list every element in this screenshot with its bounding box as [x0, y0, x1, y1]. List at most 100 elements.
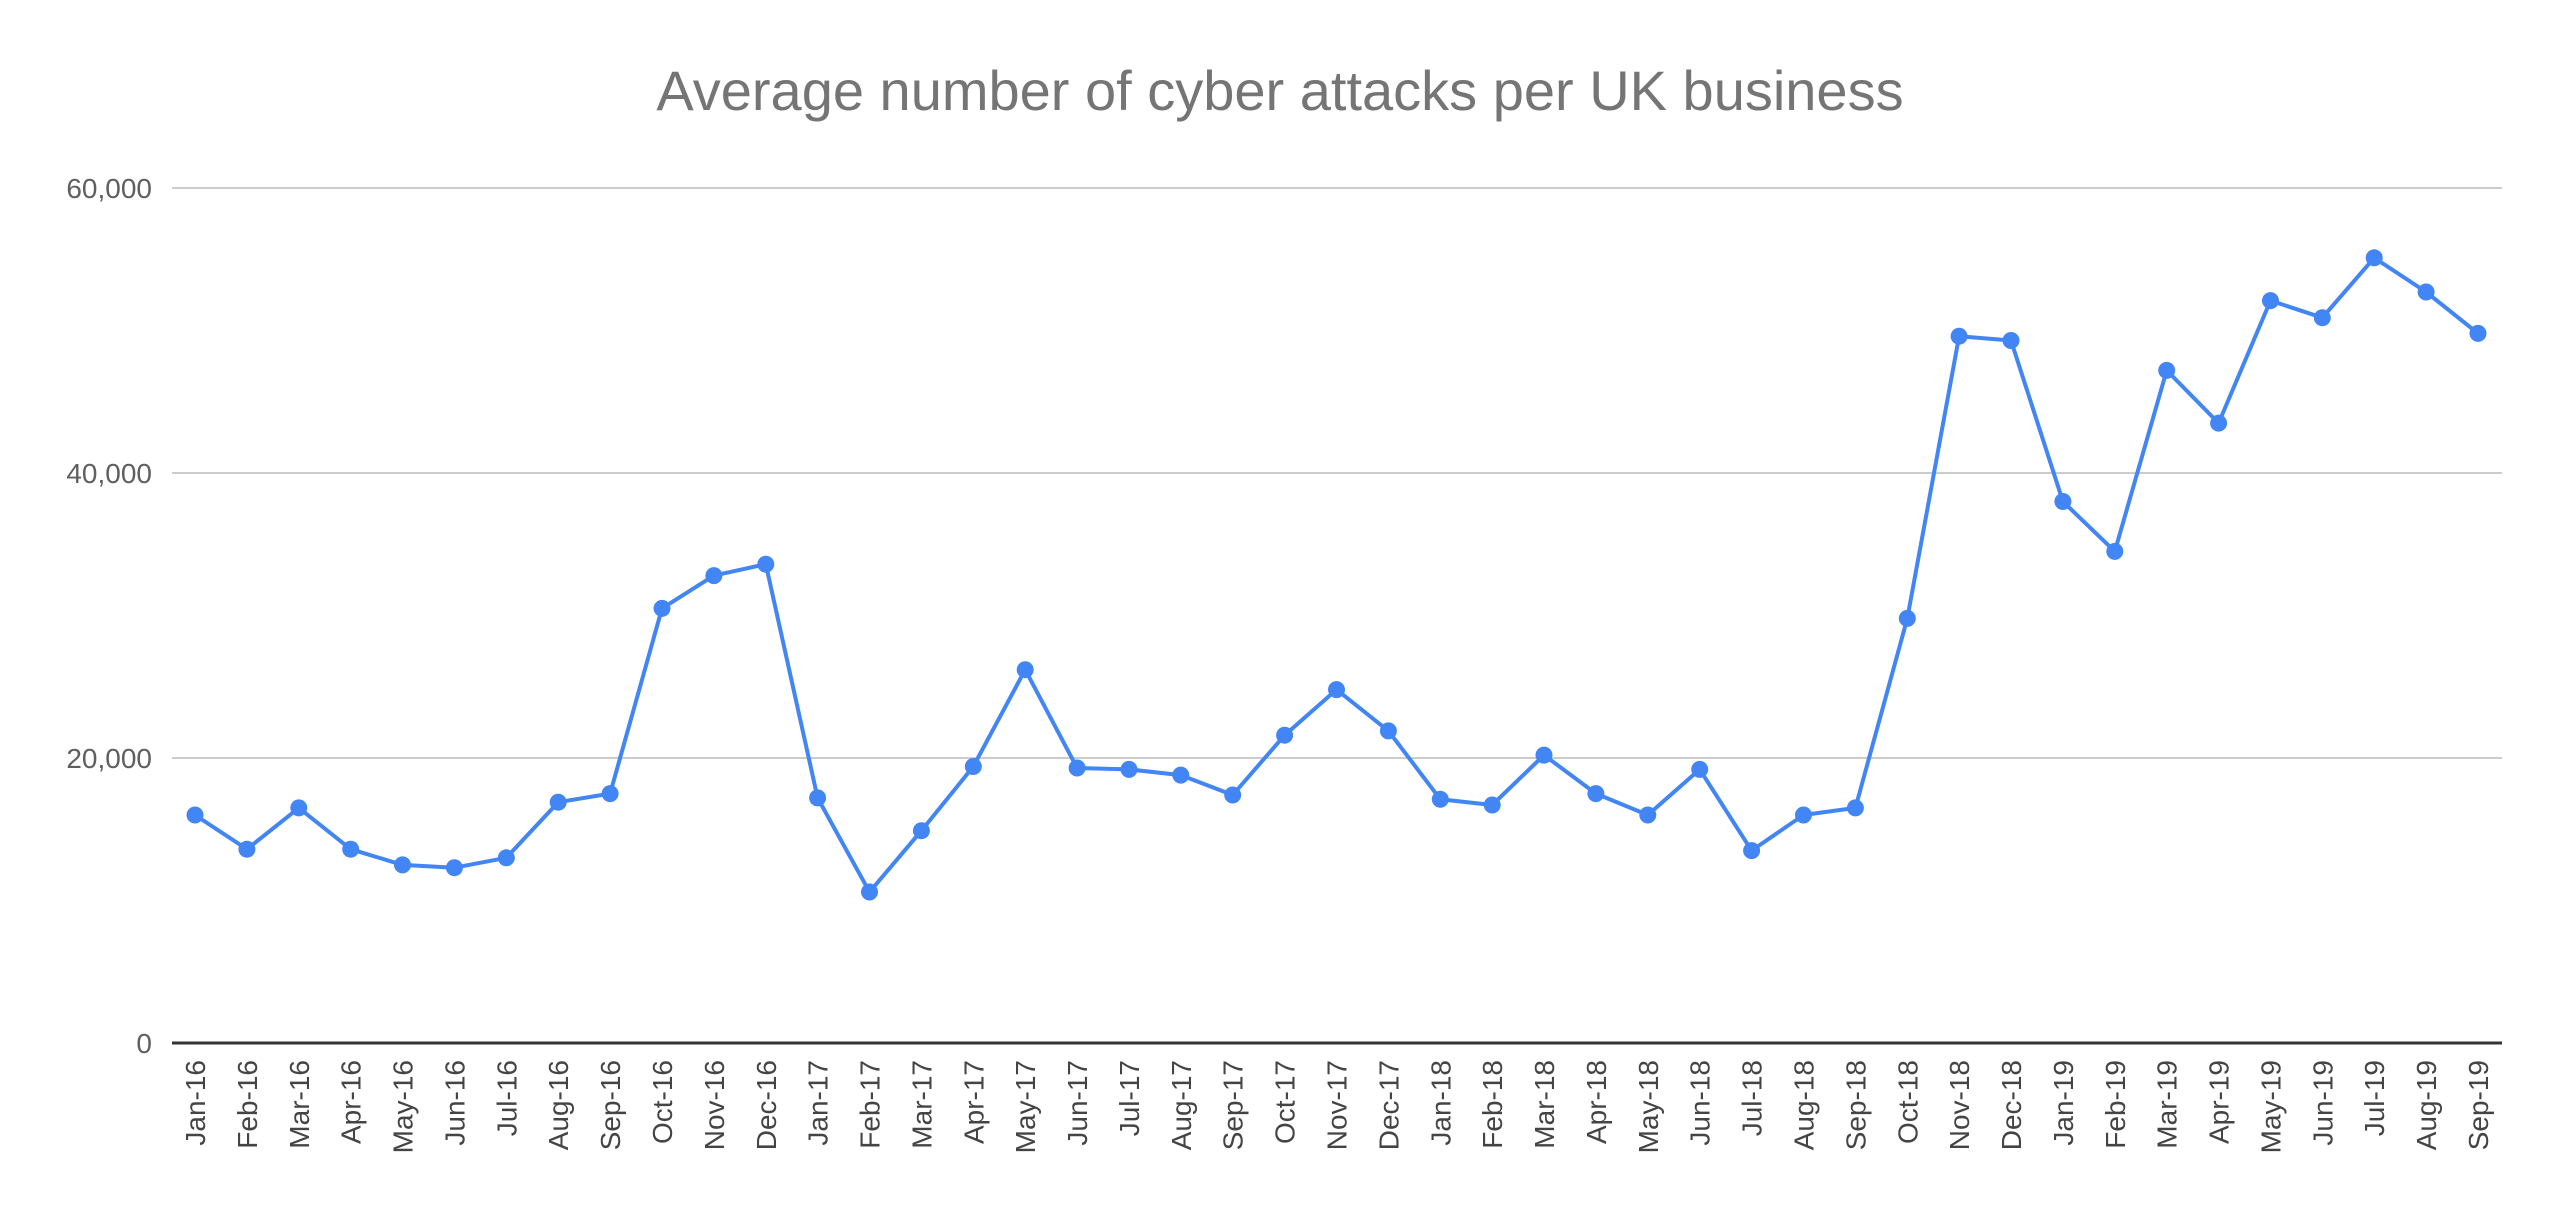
data-point — [1743, 842, 1761, 860]
series-layer — [186, 249, 2487, 901]
x-tick-label: Sep-16 — [595, 1060, 626, 1150]
data-point — [2210, 414, 2228, 432]
data-point — [1120, 760, 1138, 778]
x-tick-label: Feb-19 — [2100, 1060, 2131, 1149]
x-tick-label: Oct-17 — [1270, 1060, 1301, 1144]
data-point — [1224, 786, 1242, 804]
data-point — [1172, 766, 1190, 784]
data-point — [2106, 542, 2124, 560]
x-tick-label: Apr-17 — [958, 1060, 989, 1144]
grid-lines — [172, 187, 2502, 1045]
x-tick-label: Jul-17 — [1114, 1060, 1145, 1136]
data-point — [964, 758, 982, 775]
x-tick-label: Jan-18 — [1425, 1060, 1456, 1146]
x-tick-label: Nov-17 — [1322, 1060, 1353, 1150]
data-point — [1950, 327, 1968, 345]
x-tick-label: Nov-18 — [1944, 1060, 1975, 1150]
y-tick-label: 60,000 — [66, 173, 152, 204]
x-tick-label: Apr-18 — [1581, 1060, 1612, 1144]
data-point — [1431, 790, 1449, 808]
data-point — [653, 599, 671, 617]
data-point — [290, 799, 308, 817]
data-point — [1639, 806, 1657, 824]
data-point — [1691, 760, 1709, 778]
data-point — [2365, 249, 2383, 267]
data-point — [705, 567, 723, 585]
data-point — [186, 806, 204, 824]
data-point — [912, 822, 930, 840]
data-point — [1535, 746, 1553, 764]
data-point — [1587, 785, 1605, 803]
x-tick-label: Aug-19 — [2411, 1060, 2442, 1150]
x-tick-label: Aug-17 — [1166, 1060, 1197, 1150]
data-point — [1016, 661, 1034, 679]
series-line — [193, 255, 2480, 894]
chart-title: Average number of cyber attacks per UK b… — [656, 59, 1903, 122]
x-tick-label: Sep-17 — [1218, 1060, 1249, 1150]
data-point — [601, 785, 619, 803]
data-point — [757, 555, 775, 573]
x-tick-label: Jun-17 — [1062, 1060, 1093, 1146]
data-point — [2469, 324, 2487, 342]
x-tick-label: Jan-17 — [803, 1060, 834, 1146]
data-point — [2054, 493, 2072, 510]
x-tick-label: Feb-17 — [855, 1060, 886, 1149]
x-tick-label: Dec-17 — [1373, 1060, 1404, 1150]
x-axis-tick-labels: Jan-16 Feb-16 Mar-16 Apr-16 May-16 Jun-16 Jul-… — [180, 1060, 2494, 1153]
data-point — [2002, 332, 2020, 349]
x-tick-label: May-18 — [1633, 1060, 1664, 1153]
y-tick-label: 0 — [136, 1028, 152, 1059]
data-point — [497, 849, 515, 867]
data-point — [1483, 796, 1501, 814]
x-tick-label: Mar-17 — [906, 1060, 937, 1149]
x-tick-label: Sep-18 — [1840, 1060, 1871, 1150]
x-tick-label: Dec-16 — [751, 1060, 782, 1150]
data-point — [445, 859, 463, 877]
x-tick-label: May-19 — [2255, 1060, 2286, 1153]
x-tick-label: Feb-18 — [1477, 1060, 1508, 1149]
x-tick-label: Aug-18 — [1788, 1060, 1819, 1150]
data-point — [238, 840, 256, 858]
x-tick-label: Jul-18 — [1737, 1060, 1768, 1136]
x-tick-label: Feb-16 — [232, 1060, 263, 1149]
x-tick-label: Jun-16 — [439, 1060, 470, 1146]
x-tick-label: Oct-16 — [647, 1060, 678, 1144]
data-point — [1328, 681, 1345, 699]
y-tick-label: 20,000 — [66, 743, 152, 774]
data-point — [1379, 722, 1397, 740]
x-tick-label: Mar-18 — [1529, 1060, 1560, 1149]
x-tick-label: Mar-16 — [284, 1060, 315, 1149]
x-tick-label: Sep-19 — [2463, 1060, 2494, 1150]
x-tick-label: Dec-18 — [1996, 1060, 2027, 1150]
x-tick-label: Jun-19 — [2307, 1060, 2338, 1146]
x-tick-label: Jan-16 — [180, 1060, 211, 1146]
x-tick-label: Nov-16 — [699, 1060, 730, 1150]
data-point — [1068, 759, 1086, 777]
data-point — [809, 789, 827, 807]
data-point — [861, 883, 878, 901]
x-tick-label: Apr-16 — [336, 1060, 367, 1144]
data-point — [394, 856, 411, 874]
data-point — [549, 793, 567, 811]
x-tick-label: Apr-19 — [2204, 1060, 2235, 1144]
data-point — [2417, 283, 2435, 301]
x-tick-label: Aug-16 — [543, 1060, 574, 1150]
y-axis-tick-labels: 0 20,000 40,000 60,000 — [66, 173, 152, 1059]
x-tick-label: Oct-18 — [1892, 1060, 1923, 1144]
x-tick-label: Mar-19 — [2152, 1060, 2183, 1149]
data-point — [2313, 309, 2331, 327]
y-tick-label: 40,000 — [66, 458, 152, 489]
x-tick-label: Jul-16 — [491, 1060, 522, 1136]
data-point — [1276, 726, 1294, 744]
data-point — [342, 840, 360, 858]
data-point — [2262, 292, 2279, 310]
x-tick-label: Jan-19 — [2048, 1060, 2079, 1146]
data-point — [1795, 806, 1812, 824]
data-point — [1898, 609, 1916, 627]
x-tick-label: Jul-19 — [2359, 1060, 2390, 1136]
x-tick-label: Jun-18 — [1685, 1060, 1716, 1146]
data-point — [2158, 361, 2176, 379]
x-tick-label: May-17 — [1010, 1060, 1041, 1153]
